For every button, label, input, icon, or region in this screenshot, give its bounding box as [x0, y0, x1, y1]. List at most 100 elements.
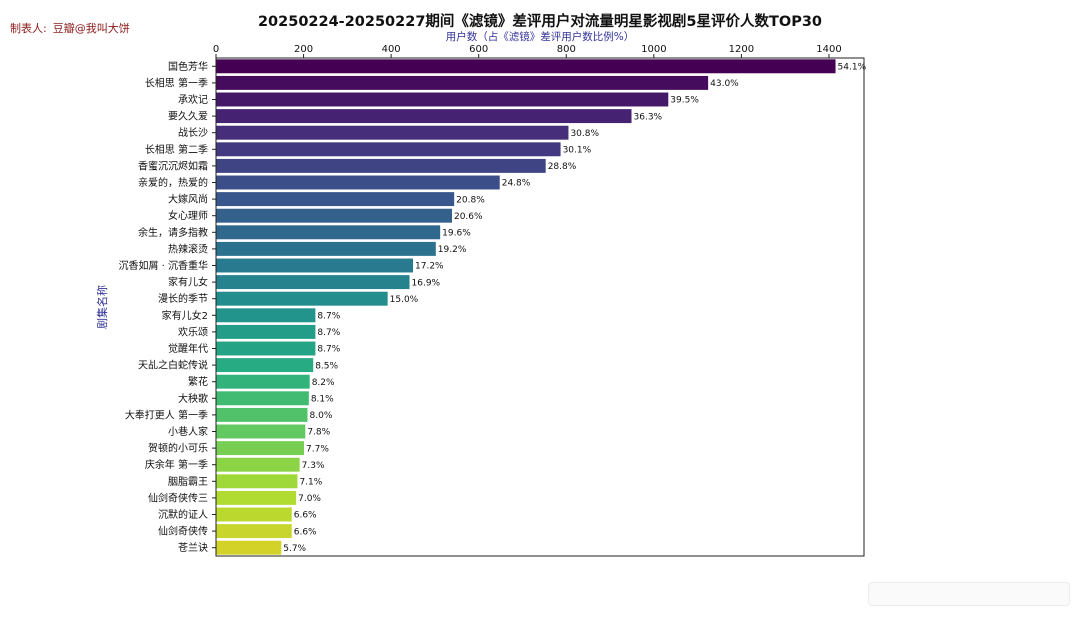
data-label: 7.3% — [302, 461, 325, 471]
data-label: 8.7% — [317, 328, 340, 338]
bar — [216, 324, 316, 339]
x-tick-label: 400 — [382, 44, 401, 55]
bar — [216, 407, 308, 422]
x-tick-label: 200 — [294, 44, 313, 55]
bar — [216, 241, 436, 256]
x-tick-label: 800 — [557, 44, 576, 55]
bar — [216, 391, 309, 406]
x-axis-label: 用户数（占《滤镜》差评用户数比例%） — [446, 30, 634, 43]
data-label: 7.7% — [306, 444, 329, 454]
category-label: 贺顿的小可乐 — [148, 442, 208, 455]
category-label: 长相思 第一季 — [145, 76, 208, 89]
category-label: 家有儿女 — [168, 276, 208, 289]
faint-toolbar-decoration — [868, 582, 1070, 606]
data-label: 8.7% — [317, 345, 340, 355]
data-label: 19.2% — [438, 245, 467, 255]
category-label: 大秧歌 — [178, 392, 208, 405]
chart-title: 20250224-20250227期间《滤镜》差评用户对流量明星影视剧5星评价人… — [258, 12, 822, 30]
bar — [216, 374, 310, 389]
bar — [216, 441, 305, 456]
data-label: 20.8% — [456, 195, 485, 205]
data-label: 20.6% — [454, 212, 483, 222]
category-label: 庆余年 第一季 — [145, 458, 208, 471]
data-label: 7.8% — [307, 428, 330, 438]
bar — [216, 75, 709, 90]
data-label: 54.1% — [838, 63, 867, 73]
x-tick-label: 1200 — [729, 44, 754, 55]
data-label: 17.2% — [415, 262, 444, 272]
bar — [216, 341, 316, 356]
category-label: 仙剑奇侠传 — [158, 525, 208, 538]
bar — [216, 158, 546, 173]
bar — [216, 59, 836, 74]
data-label: 6.6% — [294, 511, 317, 521]
category-label: 家有儿女2 — [162, 309, 208, 322]
data-label: 8.1% — [311, 395, 334, 405]
category-label: 要久久爱 — [168, 110, 208, 123]
data-label: 7.0% — [298, 494, 321, 504]
category-label: 天乩之白蛇传说 — [138, 359, 208, 372]
bar — [216, 109, 632, 124]
category-label: 沉默的证人 — [158, 508, 208, 521]
category-label: 大嫁风尚 — [168, 193, 208, 206]
bar — [216, 192, 455, 207]
bar — [216, 507, 292, 522]
category-label: 香蜜沉沉烬如霜 — [138, 159, 208, 172]
credit-value: 豆瓣@我叫大饼 — [52, 22, 130, 35]
data-label: 19.6% — [442, 229, 471, 239]
bar — [216, 275, 410, 290]
bar — [216, 524, 292, 539]
data-label: 16.9% — [412, 278, 441, 288]
y-axis-label: 剧集名称 — [95, 285, 109, 329]
data-label: 30.1% — [563, 146, 592, 156]
bar — [216, 358, 314, 373]
category-label: 大奉打更人 第一季 — [125, 408, 208, 421]
category-label: 亲爱的，热爱的 — [138, 176, 208, 189]
data-label: 24.8% — [502, 179, 531, 189]
bar — [216, 208, 452, 223]
category-label: 余生，请多指教 — [138, 226, 208, 239]
data-label: 8.2% — [312, 378, 335, 388]
category-label: 战长沙 — [178, 127, 208, 139]
bar — [216, 540, 282, 555]
x-tick-label: 0 — [213, 44, 219, 55]
data-label: 7.1% — [299, 478, 322, 488]
data-label: 6.6% — [294, 527, 317, 537]
data-label: 15.0% — [390, 295, 419, 305]
category-label: 苍兰诀 — [178, 541, 208, 554]
bar — [216, 225, 441, 240]
category-label: 仙剑奇侠传三 — [148, 491, 208, 504]
bar — [216, 308, 316, 323]
category-label: 承欢记 — [178, 93, 208, 106]
bar — [216, 474, 298, 489]
category-label: 漫长的季节 — [158, 292, 208, 305]
x-tick-label: 1000 — [641, 44, 666, 55]
data-label: 8.0% — [310, 411, 333, 421]
data-label: 8.5% — [315, 361, 338, 371]
category-label: 欢乐颂 — [178, 325, 208, 338]
bar — [216, 490, 297, 505]
data-label: 36.3% — [634, 112, 663, 122]
bar — [216, 175, 500, 190]
plot-frame — [215, 57, 865, 557]
credit: 制表人: 豆瓣@我叫大饼 — [10, 20, 130, 36]
credit-label: 制表人: — [10, 22, 47, 35]
data-label: 43.0% — [710, 79, 739, 89]
category-label: 小巷人家 — [168, 425, 208, 438]
bar — [216, 92, 669, 107]
x-tick-label: 600 — [469, 44, 488, 55]
category-label: 长相思 第二季 — [145, 143, 208, 156]
bar — [216, 142, 561, 157]
data-label: 30.8% — [570, 129, 599, 139]
category-label: 国色芳华 — [168, 60, 208, 73]
data-label: 28.8% — [548, 162, 577, 172]
bar — [216, 424, 306, 439]
category-label: 热辣滚烫 — [168, 242, 208, 255]
category-label: 觉醒年代 — [168, 342, 208, 355]
category-label: 胭脂霸王 — [168, 475, 208, 488]
x-tick-label: 1400 — [816, 44, 841, 55]
bar — [216, 291, 388, 306]
data-label: 39.5% — [670, 96, 699, 106]
plot-area: 国色芳华 54.1% 长相思 第一季 43.0% 承欢记 39.5% 要久久爱 36.3% 战长… — [118, 44, 867, 557]
data-label: 8.7% — [317, 312, 340, 322]
